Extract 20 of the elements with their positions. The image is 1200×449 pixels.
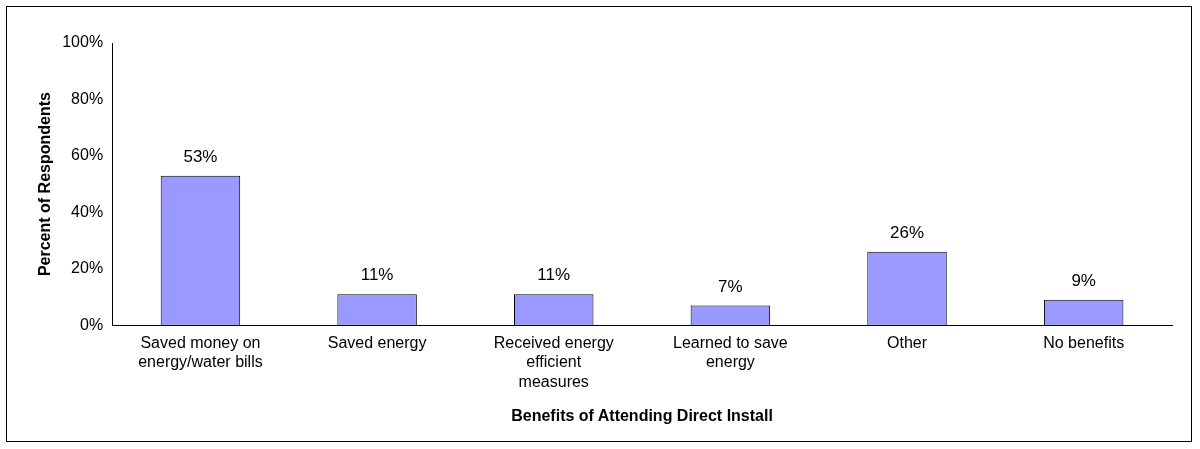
x-tick-label: Received energy efficient measures (493, 334, 614, 390)
y-tick-label: 60% (71, 146, 104, 164)
y-tick-label: 20% (71, 259, 104, 277)
x-tick-label: Saved money on energy/water bills (138, 334, 263, 371)
data-label: 7% (718, 276, 743, 296)
x-axis-title: Benefits of Attending Direct Install (511, 406, 773, 424)
x-tick-label: No benefits (1043, 334, 1125, 352)
x-tick-label: Saved energy (327, 334, 427, 352)
y-axis-title: Percent of Respondents (36, 91, 54, 277)
data-label: 11% (537, 265, 571, 285)
y-tick-label: 40% (71, 202, 104, 220)
x-tick-label: Learned to save energy (673, 334, 788, 371)
data-label: 11% (360, 265, 394, 285)
data-label: 9% (1071, 270, 1096, 290)
y-tick-label: 100% (62, 33, 104, 51)
data-label: 26% (890, 223, 925, 243)
x-tick-label: Other (887, 334, 928, 352)
y-tick-label: 0% (80, 315, 104, 333)
data-label: 53% (183, 146, 218, 166)
y-tick-label: 80% (71, 89, 104, 107)
